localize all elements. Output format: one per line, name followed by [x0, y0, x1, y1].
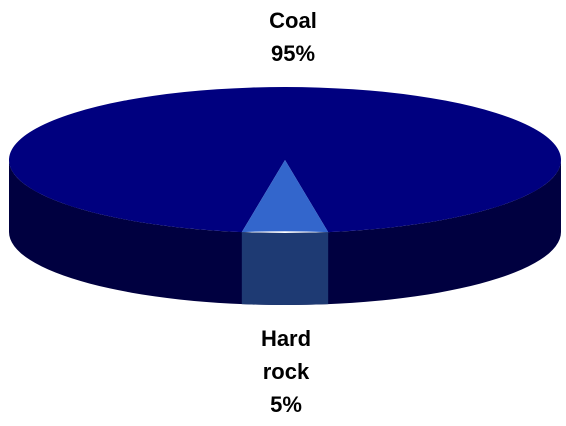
slice-name-hard-rock-line1: Hard — [260, 326, 312, 351]
slice-side-coal — [9, 160, 561, 305]
pie-top — [9, 87, 562, 233]
slice-side-hard-rock — [241, 232, 329, 306]
slice-value-coal: 95% — [270, 41, 316, 66]
slice-name-coal: Coal — [269, 8, 317, 33]
pie-side — [9, 160, 561, 306]
slice-top-hard-rock — [241, 160, 329, 233]
slice-name-hard-rock-line2: rock — [262, 359, 310, 384]
slice-label-hard-rock: Hard rock 5% — [226, 322, 346, 421]
slice-label-coal: Coal 95% — [233, 4, 353, 70]
slice-value-hard-rock: 5% — [270, 392, 302, 417]
slice-top-coal — [9, 87, 562, 233]
